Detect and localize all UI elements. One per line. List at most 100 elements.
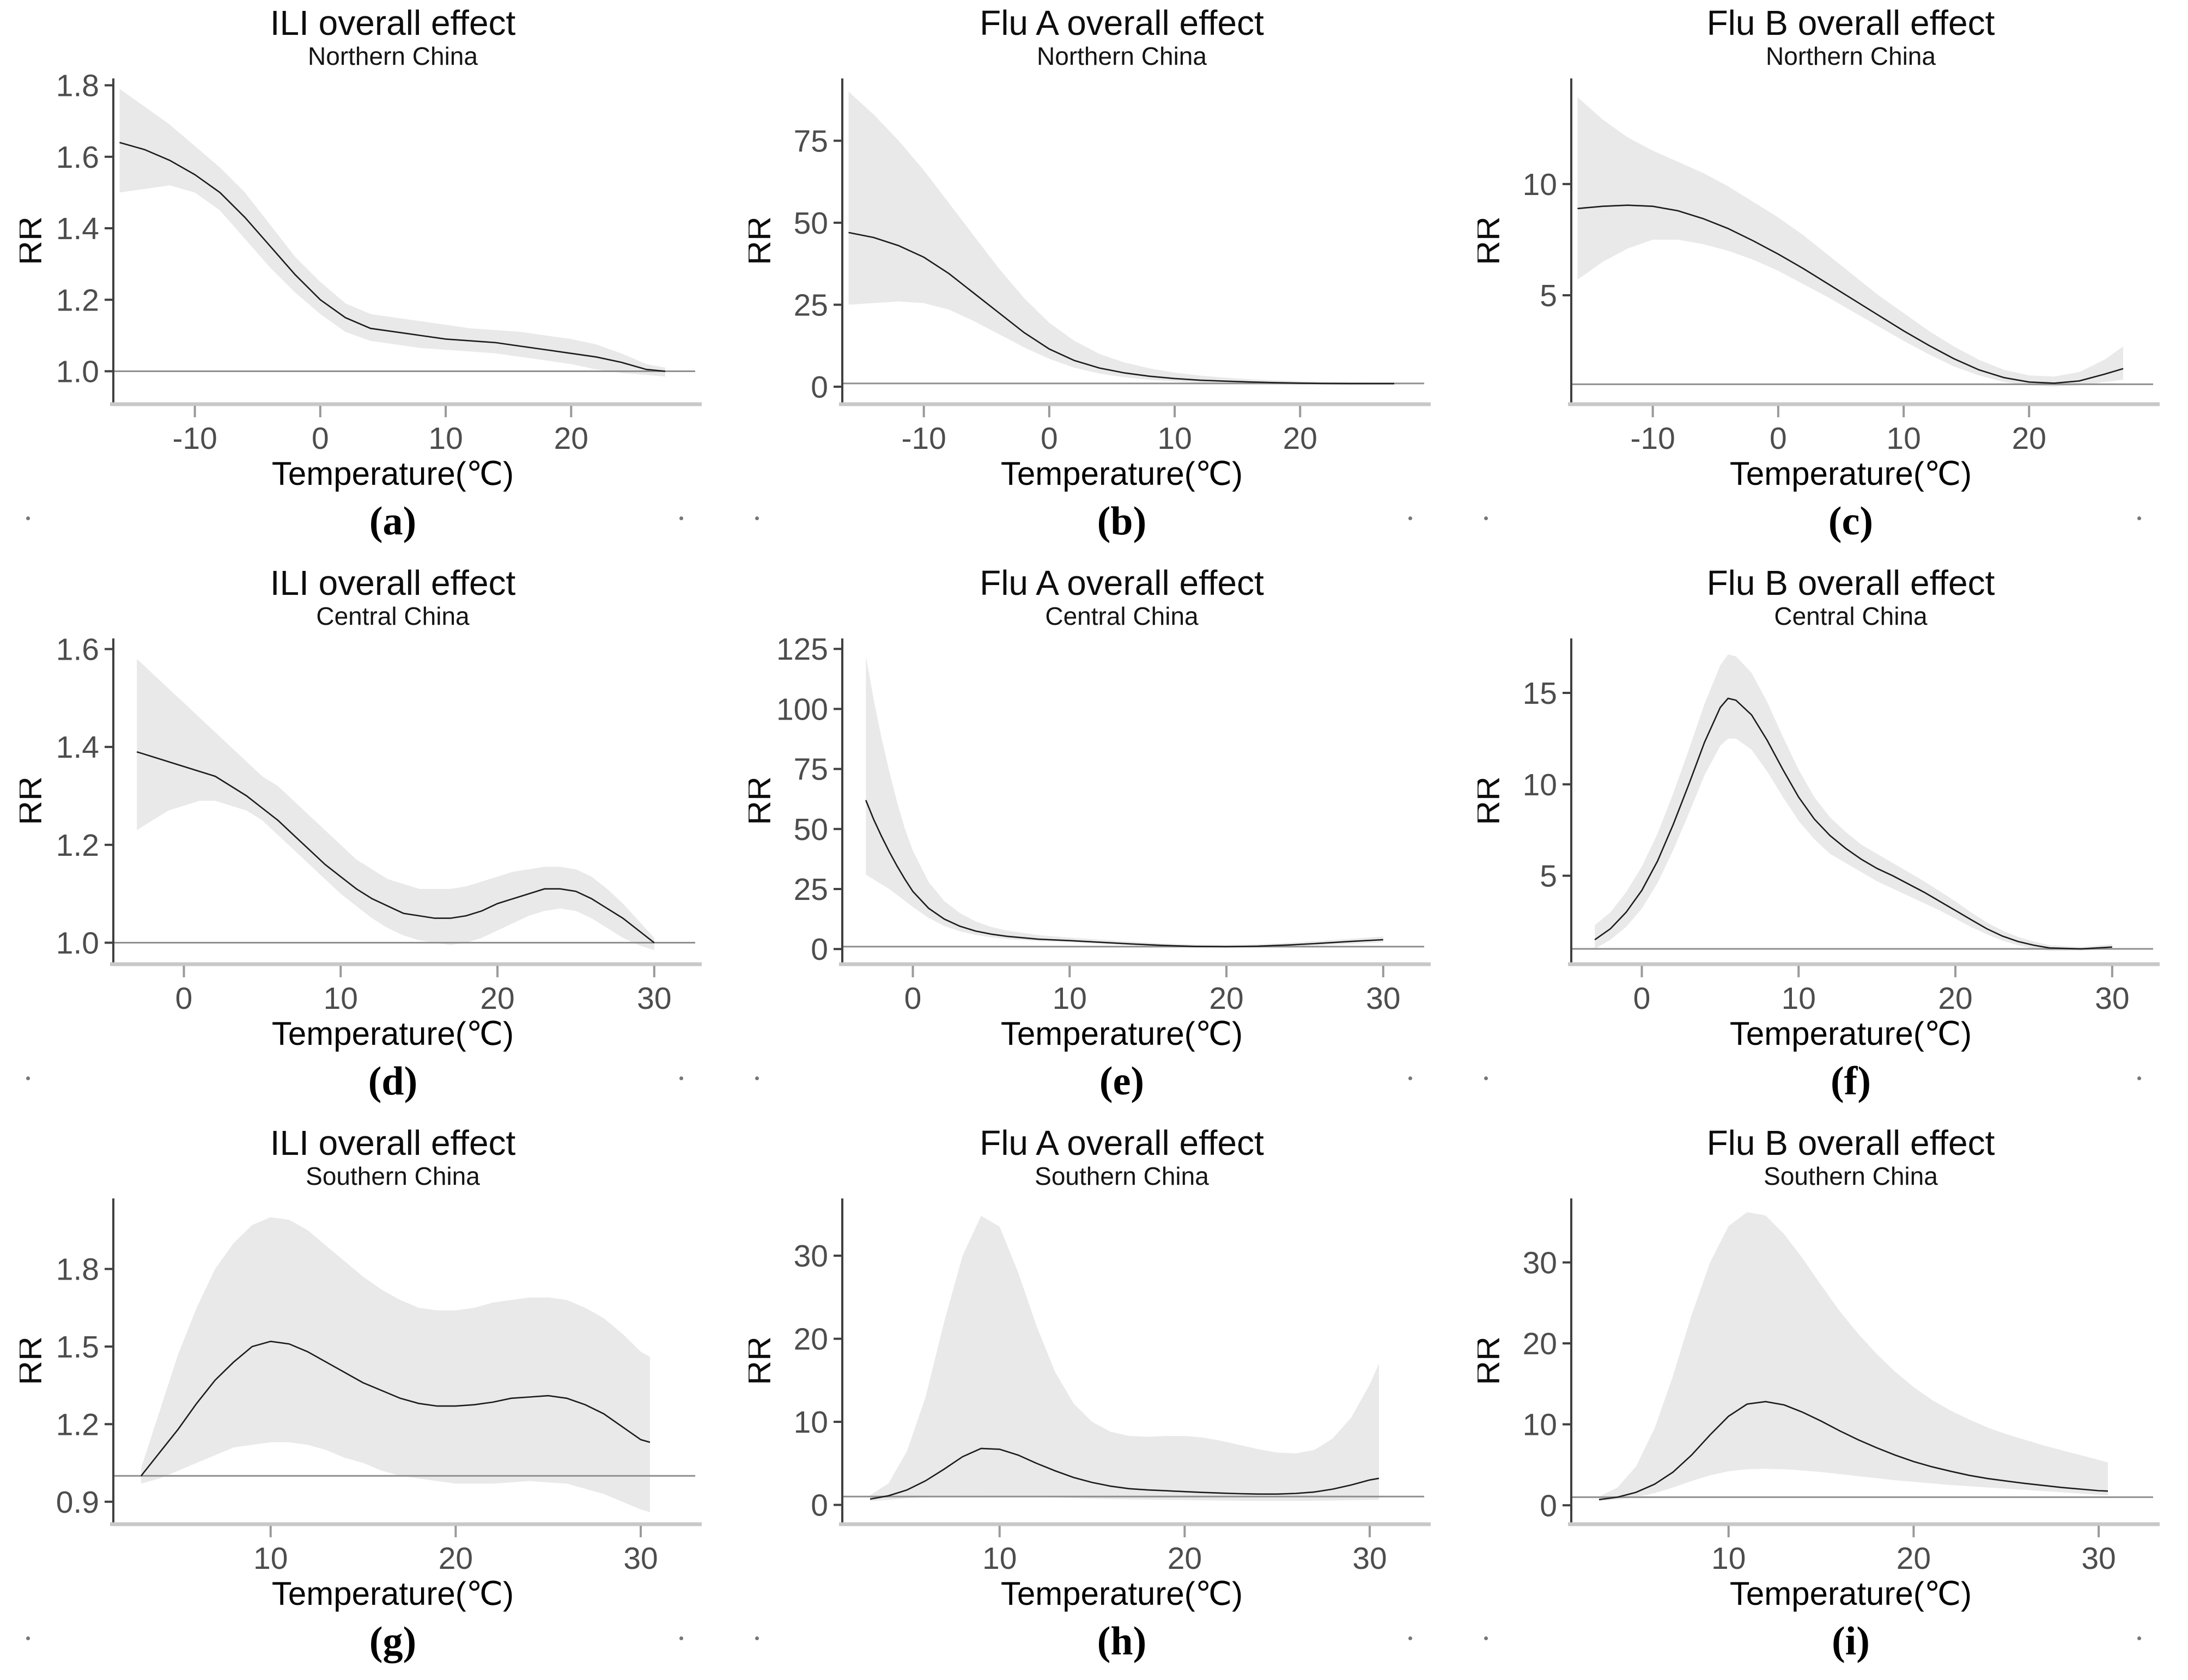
ci-band [1577,97,2123,387]
panel-subtitle: Central China [1045,602,1199,630]
y-tick-label: 100 [776,692,828,727]
y-tick-label: 1.8 [56,73,99,104]
rr-curve [136,751,655,944]
y-tick-label: 10 [1523,167,1557,202]
y-tick-label: 50 [794,206,828,241]
panel-subtitle: Southern China [1764,1162,1938,1190]
panel-subtitle: Central China [1774,602,1928,630]
y-tick-label: 1.8 [56,1252,99,1287]
plot-canvas: 1.0 1.2 1.4 1.6 0 10 20 30 RR [20,633,702,1016]
x-axis-label: Temperature(℃) [271,455,514,492]
panel-title: Flu A overall effect [980,563,1264,602]
y-tick-label: 25 [794,872,828,907]
panel-caption: (b) [1097,499,1147,544]
y-tick-label: 0 [1540,1488,1557,1523]
y-tick-label: 25 [794,288,828,322]
y-tick-label: 10 [1523,1408,1557,1442]
y-tick-label: 1.4 [56,730,99,765]
x-tick-label: 0 [1041,421,1058,456]
x-axis-label: Temperature(℃) [1729,1575,1972,1612]
x-tick-label: 20 [1168,1541,1202,1576]
plot-canvas: 0 25 50 75 -10 0 10 20 RR [749,78,1431,456]
plot-canvas: 5 10 -10 0 10 20 RR [1478,78,2160,456]
x-axis-label: Temperature(℃) [271,1015,514,1052]
x-tick-label: 10 [1157,421,1192,456]
x-tick-label: 0 [175,981,193,1016]
rr-curve [865,800,1383,948]
x-tick-label: 20 [1209,981,1243,1016]
x-tick-label: 30 [1366,981,1400,1016]
panel-title: ILI overall effect [270,3,516,42]
y-tick-label: 75 [794,752,828,787]
x-axis-label: Temperature(℃) [1729,1015,1972,1052]
y-tick-label: 20 [794,1322,828,1357]
y-axis-label: RR [20,216,49,265]
x-tick-label: 10 [253,1541,288,1576]
panel-f: Flu B overall effect Central China 5 10 15… [1458,560,2187,1120]
y-tick-label: 1.2 [56,828,99,863]
x-tick-label: 20 [1283,421,1317,456]
x-tick-label: 0 [1633,981,1651,1016]
x-tick-label: 30 [1352,1541,1387,1576]
y-tick-label: 20 [1523,1326,1557,1361]
artifact-dot [679,1076,683,1080]
y-axis-label: RR [1478,776,1507,825]
x-tick-label: 10 [1711,1541,1746,1576]
panel-a: ILI overall effect Northern China 1.0 1.2… [0,0,729,560]
rr-curve [1577,204,2124,384]
x-tick-label: 20 [1938,981,1972,1016]
y-tick-label: 1.6 [56,633,99,667]
x-tick-label: 30 [2081,1541,2116,1576]
ci-band [1599,1212,2108,1501]
ci-band [1595,654,2112,951]
ci-band [848,92,1394,385]
ci-band [137,659,654,950]
y-axis-label: RR [749,1336,778,1385]
y-axis-label: RR [1478,216,1507,265]
x-tick-label: 30 [2095,981,2129,1016]
y-tick-label: 0 [811,370,828,405]
rr-curve [1599,1401,2108,1501]
x-tick-label: -10 [901,421,946,456]
y-tick-label: 15 [1523,676,1557,711]
panel-title: Flu B overall effect [1706,1123,1995,1162]
ci-band [870,1215,1379,1501]
x-tick-label: 0 [1770,421,1787,456]
x-tick-label: 10 [324,981,358,1016]
y-tick-label: 1.2 [56,1407,99,1442]
x-tick-label: 30 [623,1541,658,1576]
panel-caption: (a) [369,499,417,544]
x-tick-label: 10 [1782,981,1816,1016]
artifact-dot [1484,1076,1488,1080]
x-tick-label: 20 [480,981,514,1016]
artifact-dot [755,1076,759,1080]
rr-curve [848,232,1394,385]
x-tick-label: 10 [982,1541,1017,1576]
plot-canvas: 0.9 1.2 1.5 1.8 10 20 30 RR [20,1198,702,1576]
y-tick-label: 125 [776,633,828,667]
rr-curve [140,1341,651,1477]
panel-b: Flu A overall effect Northern China 0 25 5… [729,0,1458,560]
plot-canvas: 0 10 20 30 10 20 30 RR [749,1198,1431,1576]
panel-e: Flu A overall effect Central China 0 25 50… [729,560,1458,1120]
y-tick-label: 50 [794,812,828,847]
panel-subtitle: Northern China [1766,42,1936,70]
rr-curve [119,142,666,372]
panel-title: ILI overall effect [270,563,516,602]
x-tick-label: 20 [439,1541,473,1576]
plot-canvas: 5 10 15 0 10 20 30 RR [1478,638,2160,1016]
y-tick-label: 30 [794,1239,828,1274]
panel-caption: (c) [1828,499,1874,544]
x-tick-label: -10 [172,421,217,456]
artifact-dot [1408,1076,1412,1080]
x-tick-label: 30 [637,981,671,1016]
plot-canvas: 0 25 50 75 100 125 0 10 20 30 RR [749,633,1431,1016]
ci-band [119,89,665,377]
x-axis-label: Temperature(℃) [1729,455,1972,492]
artifact-dot [1408,1636,1412,1640]
panel-d: ILI overall effect Central China 1.0 1.2 1… [0,560,729,1120]
panel-caption: (i) [1832,1619,1870,1664]
panel-title: ILI overall effect [270,1123,516,1162]
x-tick-label: 20 [1897,1541,1931,1576]
